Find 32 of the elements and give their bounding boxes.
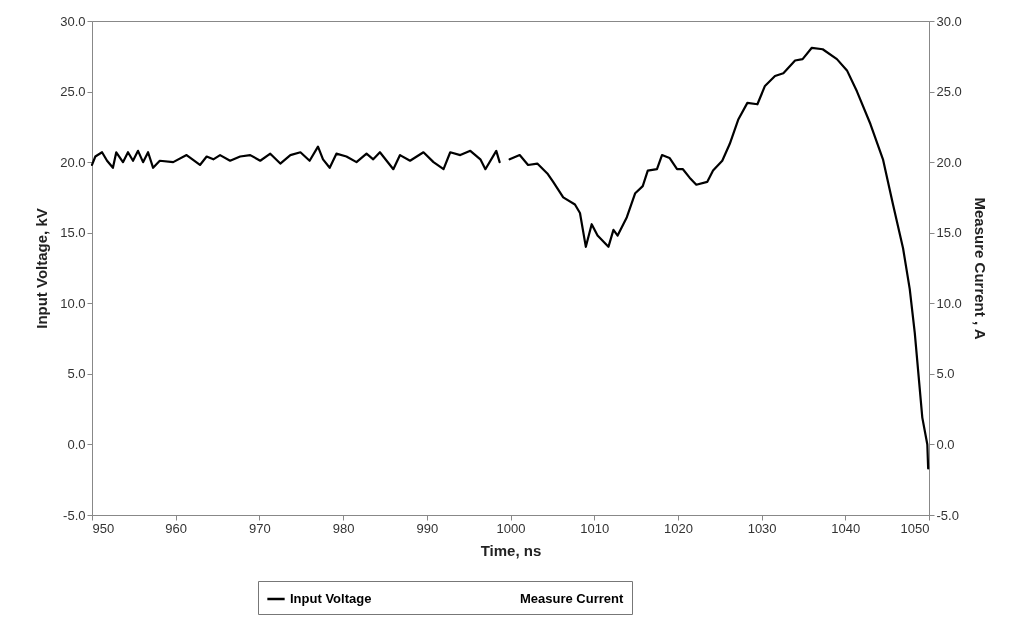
x-tick-label: 950 <box>92 520 115 536</box>
y-tick-label: 25.0 <box>60 84 86 100</box>
y-tick-label: 0.0 <box>67 436 86 452</box>
x-tick-label: 1030 <box>747 520 777 536</box>
y-tick-label: -5.0 <box>63 507 86 523</box>
x-axis-title: Time, ns <box>480 541 542 559</box>
x-tick-label: 990 <box>416 520 439 536</box>
x-tick-label: 1000 <box>496 520 526 536</box>
y2-tick-label: 5.0 <box>936 366 955 382</box>
y2-tick-label: 15.0 <box>936 225 962 241</box>
x-tick-label: 980 <box>332 520 355 536</box>
x-tick-label: 1050 <box>900 520 930 536</box>
y-tick-label: 15.0 <box>60 225 86 241</box>
y-tick-label: 5.0 <box>67 366 86 382</box>
x-tick-label: 1040 <box>831 520 861 536</box>
y-tick-label: 10.0 <box>60 295 86 311</box>
y-tick-label: 30.0 <box>60 13 86 29</box>
y-tick-label: 20.0 <box>60 154 86 170</box>
x-tick-label: 1020 <box>663 520 693 536</box>
y2-tick-label: 0.0 <box>936 436 955 452</box>
y2-axis-title: Measure Current , A <box>971 197 989 340</box>
y-axis-title: Input Voltage, kV <box>33 208 51 329</box>
y2-tick-label: 25.0 <box>936 84 962 100</box>
x-tick-label: 1010 <box>580 520 610 536</box>
text: Measure Current <box>520 591 624 606</box>
x-tick-label: 970 <box>249 520 271 536</box>
y2-tick-label: 10.0 <box>936 295 962 311</box>
y2-tick-label: 30.0 <box>936 13 962 29</box>
legend-label: Input Voltage <box>290 591 372 606</box>
y2-tick-label: -5.0 <box>936 507 959 523</box>
x-tick-label: 960 <box>165 520 188 536</box>
y2-tick-label: 20.0 <box>936 154 962 170</box>
